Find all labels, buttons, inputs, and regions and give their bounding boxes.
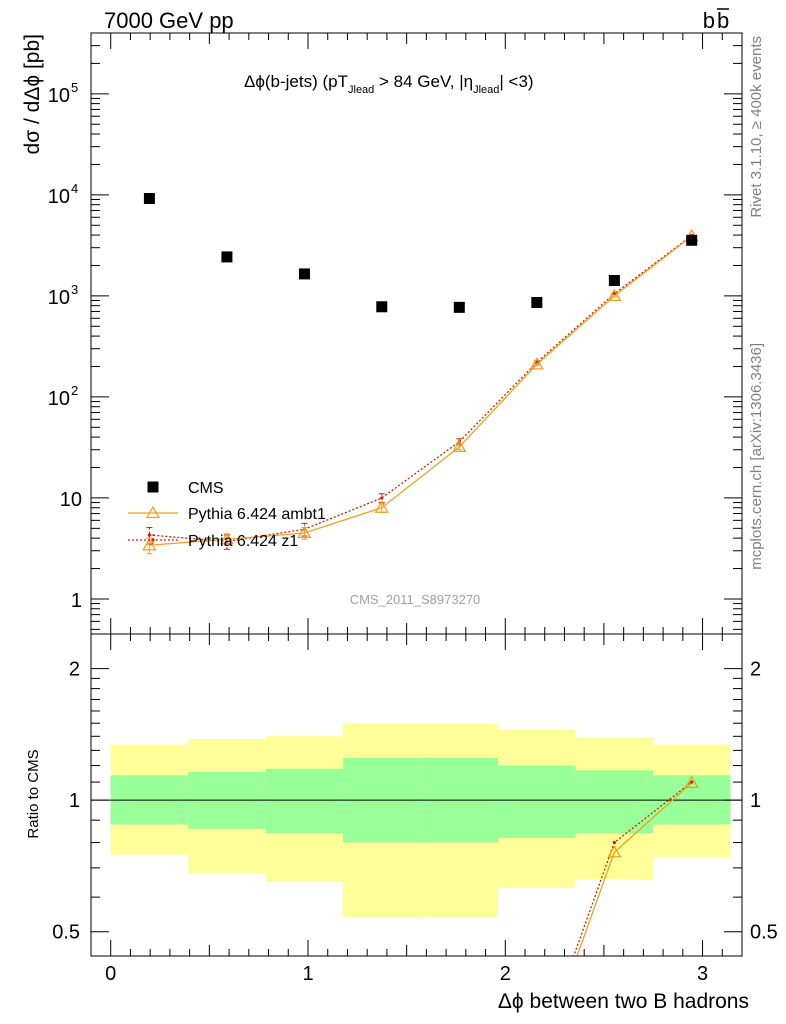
ratio-y-tick-label-right: 1 [750, 790, 761, 812]
x-tick-label: 2 [500, 963, 511, 985]
y-tick-label: 1 [71, 590, 82, 612]
ratio-panel: 0.5 0.5 1 1 2 2 0 1 2 3 Ratio to CMS Δϕ between t… [25, 633, 778, 1013]
ratio-y-tick-label: 0.5 [52, 922, 80, 944]
ratio-y-tick-label: 1 [69, 790, 80, 812]
x-tick-label: 3 [697, 963, 708, 985]
series-line-z1 [149, 235, 693, 543]
ratio-y-tick-label: 2 [69, 659, 80, 681]
title-part-3: | <3) [499, 72, 533, 91]
title-sub-2: Jlead [473, 84, 499, 96]
legend-label: Pythia 6.424 ambt1 [188, 506, 326, 523]
header-right: b [703, 8, 715, 33]
uncertainty-band-green [497, 765, 576, 838]
cms-point [608, 274, 620, 286]
y-tick-label-exponent: 2 [71, 383, 78, 398]
ratio-z1-point [612, 840, 616, 845]
ambt1-point [219, 531, 235, 545]
cms-point [686, 234, 698, 246]
y-tick-label-exponent: 5 [71, 80, 78, 95]
ambt1-point [374, 500, 389, 513]
y-tick-label-exponent: 3 [71, 282, 78, 297]
cms-point [453, 301, 465, 313]
header-right-bar: b [717, 8, 729, 33]
x-tick-label: 0 [105, 963, 116, 985]
cms-point [298, 268, 310, 280]
x-axis-label: Δϕ between two B hadrons [498, 990, 749, 1013]
z1-point [147, 533, 151, 537]
ambt1-point [297, 525, 312, 539]
title-sub-1: Jlead [348, 84, 374, 96]
x-tick-label: 1 [302, 963, 313, 985]
y-tick-label-exponent: 4 [71, 181, 78, 196]
legend-label: CMS [188, 480, 224, 497]
ratio-frame [90, 633, 743, 957]
y-tick-label: 10 [60, 489, 82, 511]
cms-point [531, 296, 543, 308]
legend-marker-ambt1 [145, 505, 161, 519]
ratio-ambt1-point [684, 775, 699, 789]
legend-marker-z1 [151, 538, 155, 542]
legend-label: Pythia 6.424 z1 [188, 533, 298, 550]
ambt1-point [529, 357, 544, 370]
y-tick-label: 10 [48, 85, 70, 107]
ratio-line-ambt1 [576, 782, 693, 956]
ambt1-point [142, 537, 157, 551]
cms-point [376, 301, 388, 313]
y-tick-label: 10 [48, 186, 70, 208]
cms-point [221, 251, 233, 263]
cms-point [143, 193, 155, 205]
ambt1-point [607, 288, 622, 302]
y-axis-label: dσ / dΔϕ [pb] [21, 34, 44, 154]
ratio-y-tick-label-right: 0.5 [750, 922, 778, 944]
ratio-y-tick-label-right: 2 [750, 659, 761, 681]
y-tick-label: 10 [48, 388, 70, 410]
uncertainty-band-green [265, 768, 344, 834]
title-part-2: > 84 GeV, |η [374, 72, 473, 91]
legend-marker-cms [147, 481, 159, 493]
main-title: Δϕ(b-jets) (pTJlead > 84 GeV, |ηJlead| <… [244, 72, 534, 96]
mcplots-label: mcplots.cern.ch [arXiv:1306.3436] [748, 343, 765, 570]
header-left: 7000 GeV pp [104, 8, 234, 33]
watermark: CMS_2011_S8973270 [350, 592, 481, 607]
ratio-z1-point [690, 780, 694, 784]
z1-point [380, 496, 384, 500]
title-part-1: Δϕ(b-jets) (pT [244, 72, 348, 91]
y-tick-label: 10 [48, 287, 70, 309]
series-line-ambt1 [149, 235, 693, 546]
rivet-label: Rivet 3.1.10, ≥ 400k events [748, 36, 765, 218]
ambt1-point [452, 439, 467, 453]
uncertainty-band-green [575, 770, 654, 834]
ratio-y-axis-label: Ratio to CMS [25, 749, 42, 838]
ratio-ambt1-point [607, 844, 622, 858]
